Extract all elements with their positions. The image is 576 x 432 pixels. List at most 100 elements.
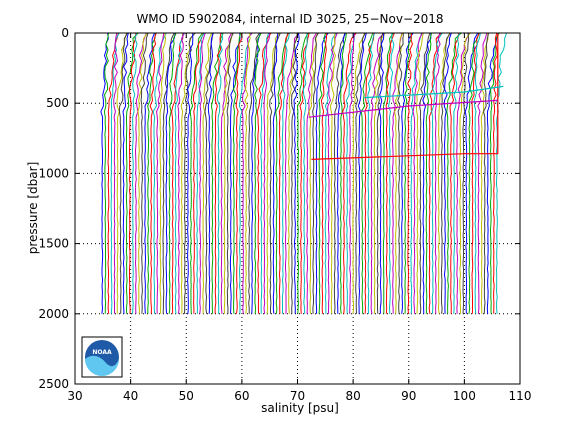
profile-line-102 [412, 32, 423, 314]
noaa-logo-wave [85, 355, 119, 376]
profile-line-104 [419, 32, 431, 314]
profile-line-70 [315, 32, 329, 314]
profile-line-27 [183, 32, 196, 314]
profile-line-0 [100, 32, 109, 314]
profile-line-37 [214, 32, 222, 314]
profile-line-14 [144, 32, 156, 314]
profile-line-41 [226, 32, 234, 314]
profile-line-67 [306, 32, 318, 314]
profile-line-30 [192, 32, 204, 314]
profile-line-92 [382, 32, 394, 314]
y-tick-label-1: 500 [46, 96, 69, 110]
chart-title: WMO ID 5902084, internal ID 3025, 25−Nov… [136, 12, 443, 26]
profile-line-39 [220, 32, 232, 314]
profile-line-79 [342, 32, 357, 314]
profile-line-106 [425, 32, 433, 314]
profile-line-58 [278, 32, 289, 314]
profile-line-54 [266, 32, 280, 314]
profile-line-107 [428, 32, 442, 314]
profile-line-47 [244, 32, 251, 314]
profile-line-126 [486, 32, 499, 314]
y-tick-label-4: 2000 [38, 307, 69, 321]
profile-line-48 [248, 32, 260, 314]
profile-line-56 [272, 32, 279, 314]
profile-line-129 [495, 32, 508, 314]
profile-line-29 [189, 32, 203, 314]
profile-line-120 [468, 32, 480, 314]
profile-line-23 [171, 32, 184, 314]
profile-line-98 [401, 32, 414, 314]
highlight-line-2 [364, 85, 504, 99]
profile-line-81 [349, 32, 356, 314]
profile-line-7 [122, 32, 129, 314]
profile-line-9 [128, 32, 137, 314]
profile-line-38 [217, 32, 224, 314]
x-tick-label-3: 60 [234, 389, 249, 403]
x-axis-label: salinity [psu] [261, 401, 339, 415]
profile-line-59 [281, 32, 290, 314]
profile-line-110 [437, 32, 451, 314]
profile-line-111 [440, 32, 451, 314]
profile-line-51 [256, 32, 272, 314]
profile-line-15 [147, 32, 156, 314]
y-tick-label-2: 1000 [38, 166, 69, 180]
profile-line-128 [492, 32, 498, 314]
profile-line-24 [174, 32, 185, 314]
highlight-line-0 [311, 33, 499, 160]
profile-line-83 [355, 32, 366, 314]
profile-line-124 [480, 32, 489, 314]
noaa-logo-text: NOAA [92, 349, 112, 356]
profile-line-6 [118, 32, 128, 314]
profile-line-76 [333, 32, 346, 314]
profile-line-69 [312, 32, 319, 314]
profile-line-116 [456, 32, 470, 314]
profile-line-82 [352, 32, 365, 314]
profile-line-26 [180, 32, 195, 314]
profile-line-16 [149, 32, 157, 314]
profile-line-2 [107, 32, 119, 314]
profile-line-46 [241, 32, 253, 314]
profile-line-80 [345, 32, 355, 314]
profile-line-50 [254, 32, 262, 314]
profile-line-85 [360, 32, 374, 314]
profile-line-34 [204, 32, 213, 314]
x-tick-label-6: 90 [401, 389, 416, 403]
x-tick-label-7: 100 [453, 389, 476, 403]
profile-line-10 [131, 32, 138, 314]
profile-line-125 [483, 32, 490, 314]
profile-line-22 [168, 32, 177, 314]
profile-line-61 [287, 32, 298, 314]
profile-line-78 [339, 32, 347, 314]
profile-line-122 [473, 32, 481, 314]
profile-line-93 [385, 32, 395, 314]
profile-line-115 [453, 32, 461, 314]
profile-line-87 [367, 32, 375, 314]
profile-line-109 [434, 32, 441, 314]
profile-line-19 [159, 32, 167, 314]
profile-line-52 [260, 32, 270, 314]
profile-line-21 [165, 32, 176, 314]
profile-line-103 [415, 32, 424, 314]
profile-line-97 [397, 32, 404, 314]
profile-line-63 [293, 32, 300, 314]
profile-line-25 [177, 32, 185, 314]
profile-line-17 [152, 32, 167, 314]
profile-line-100 [407, 32, 413, 314]
profile-line-66 [302, 32, 308, 314]
profile-line-88 [370, 32, 385, 314]
profile-line-18 [156, 32, 165, 314]
profile-line-8 [125, 32, 139, 314]
profile-line-127 [489, 32, 500, 314]
profile-line-113 [446, 32, 462, 314]
plot-area: 30 40 50 60 70 80 90 100 110 0 500 1000 1500 2000 2500… [38, 26, 531, 403]
profile-line-44 [235, 32, 243, 314]
profile-line-74 [327, 32, 338, 314]
profile-line-105 [422, 32, 432, 314]
profile-line-57 [275, 32, 289, 314]
profile-line-75 [329, 32, 337, 314]
profile-line-40 [222, 32, 233, 314]
profile-line-95 [391, 32, 403, 314]
profile-line-71 [318, 32, 327, 314]
profile-line-49 [251, 32, 261, 314]
